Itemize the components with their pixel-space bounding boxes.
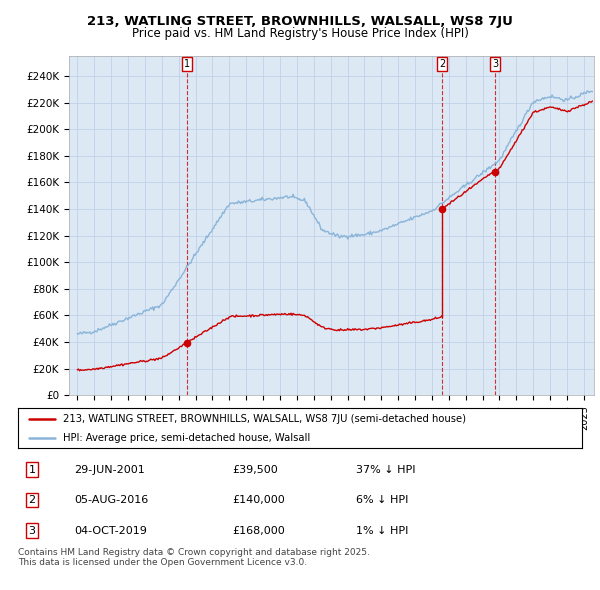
Text: 1% ↓ HPI: 1% ↓ HPI bbox=[356, 526, 409, 536]
Text: 213, WATLING STREET, BROWNHILLS, WALSALL, WS8 7JU: 213, WATLING STREET, BROWNHILLS, WALSALL… bbox=[87, 15, 513, 28]
Text: 3: 3 bbox=[29, 526, 35, 536]
Text: 1: 1 bbox=[29, 464, 35, 474]
Text: 1: 1 bbox=[184, 59, 190, 69]
Text: Contains HM Land Registry data © Crown copyright and database right 2025.
This d: Contains HM Land Registry data © Crown c… bbox=[18, 548, 370, 567]
Text: £140,000: £140,000 bbox=[232, 495, 285, 505]
Text: 05-AUG-2016: 05-AUG-2016 bbox=[74, 495, 149, 505]
Text: £168,000: £168,000 bbox=[232, 526, 285, 536]
Text: 213, WATLING STREET, BROWNHILLS, WALSALL, WS8 7JU (semi-detached house): 213, WATLING STREET, BROWNHILLS, WALSALL… bbox=[63, 414, 466, 424]
Text: 2: 2 bbox=[439, 59, 445, 69]
Text: 29-JUN-2001: 29-JUN-2001 bbox=[74, 464, 145, 474]
Text: 04-OCT-2019: 04-OCT-2019 bbox=[74, 526, 147, 536]
Text: £39,500: £39,500 bbox=[232, 464, 278, 474]
Text: 6% ↓ HPI: 6% ↓ HPI bbox=[356, 495, 409, 505]
Text: HPI: Average price, semi-detached house, Walsall: HPI: Average price, semi-detached house,… bbox=[63, 432, 310, 442]
Text: 3: 3 bbox=[492, 59, 499, 69]
Text: 37% ↓ HPI: 37% ↓ HPI bbox=[356, 464, 416, 474]
Text: 2: 2 bbox=[29, 495, 35, 505]
Text: Price paid vs. HM Land Registry's House Price Index (HPI): Price paid vs. HM Land Registry's House … bbox=[131, 27, 469, 40]
